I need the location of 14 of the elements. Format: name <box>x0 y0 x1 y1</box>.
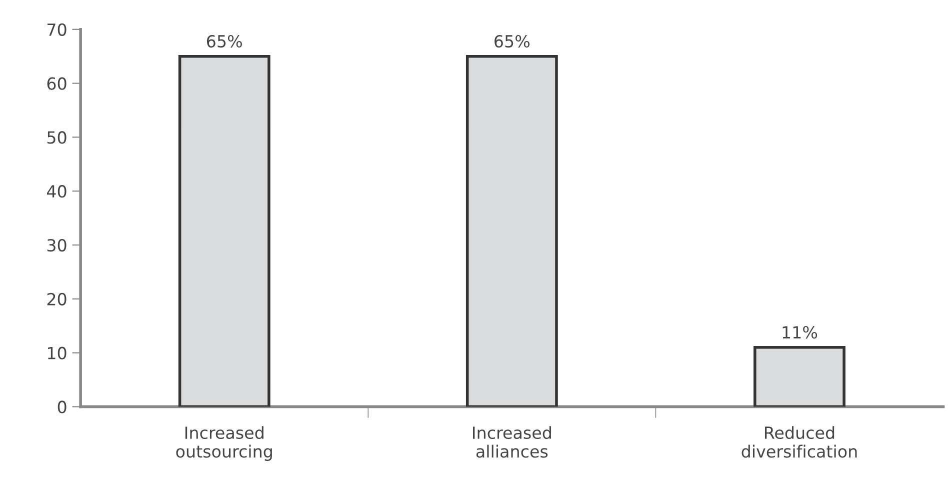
x-tick-label: Increased alliances <box>473 426 551 458</box>
data-label: 11% <box>782 326 818 339</box>
data-label: 65% <box>494 34 530 48</box>
y-tick-label: 30 <box>47 238 66 252</box>
y-tick-label: 0 <box>58 400 66 414</box>
x-tick-label: Increased outsourcing <box>176 426 272 461</box>
x-tick-label: Reduced diversification <box>742 426 857 458</box>
y-tick-label: 60 <box>47 77 66 90</box>
y-tick-label: 70 <box>48 23 66 36</box>
y-tick-label: 20 <box>47 292 66 306</box>
y-tick-label: 40 <box>46 185 66 198</box>
y-tick-label: 10 <box>48 346 66 360</box>
y-tick-label: 50 <box>47 131 66 144</box>
data-label: 65% <box>207 34 242 48</box>
